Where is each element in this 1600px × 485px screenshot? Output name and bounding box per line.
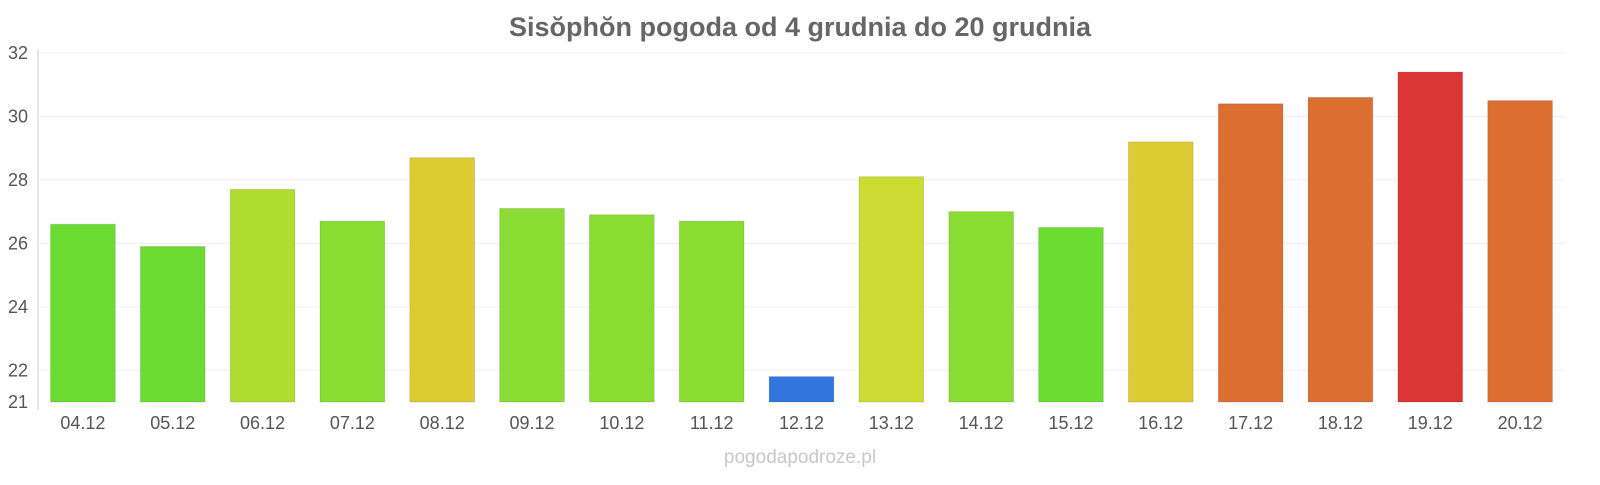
y-tick-label: 32 — [8, 43, 28, 63]
bar-19.12[interactable] — [1397, 71, 1464, 403]
bar-06.12[interactable] — [229, 188, 296, 403]
x-tick-label: 05.12 — [150, 413, 195, 433]
bar-14.12[interactable] — [948, 211, 1014, 403]
y-axis-ticks: 21 22 24 26 28 30 32 — [8, 43, 28, 412]
x-axis-ticks: 04.12 05.12 06.12 07.12 08.12 09.12 10.12 11.12… — [60, 413, 1542, 433]
x-tick-label: 11.12 — [690, 413, 734, 433]
x-tick-label: 14.12 — [959, 413, 1004, 433]
y-tick-label: 26 — [8, 233, 28, 253]
bar-08.12[interactable] — [409, 157, 476, 403]
x-tick-label: 08.12 — [420, 413, 465, 433]
bar-09.12[interactable] — [499, 207, 565, 403]
bar-11.12[interactable] — [678, 220, 745, 403]
x-tick-label: 18.12 — [1318, 413, 1363, 433]
y-tick-label: 30 — [8, 106, 28, 126]
x-tick-label: 06.12 — [240, 413, 285, 433]
x-tick-label: 04.12 — [60, 413, 105, 433]
x-tick-label: 16.12 — [1138, 413, 1183, 433]
x-tick-label: 15.12 — [1048, 413, 1093, 433]
watermark: pogodapodroze.pl — [724, 447, 876, 468]
bar-13.12[interactable] — [858, 176, 925, 403]
y-tick-label: 22 — [8, 360, 28, 380]
x-tick-label: 07.12 — [330, 413, 375, 433]
bar-17.12[interactable] — [1217, 103, 1284, 403]
x-tick-label: 10.12 — [599, 413, 644, 433]
x-tick-label: 13.12 — [869, 413, 914, 433]
bars — [50, 71, 1553, 403]
bar-16.12[interactable] — [1127, 141, 1194, 403]
y-tick-label: 24 — [8, 297, 28, 317]
x-tick-label: 17.12 — [1228, 413, 1273, 433]
bar-18.12[interactable] — [1307, 96, 1374, 403]
x-tick-label: 12.12 — [779, 413, 824, 433]
chart-title: Sisŏphŏn pogoda od 4 grudnia do 20 grudn… — [509, 12, 1092, 42]
bar-05.12[interactable] — [139, 246, 206, 403]
bar-10.12[interactable] — [589, 214, 655, 403]
bar-07.12[interactable] — [319, 220, 386, 403]
bar-20.12[interactable] — [1487, 100, 1553, 403]
bar-12.12[interactable] — [768, 376, 835, 403]
x-tick-label: 20.12 — [1498, 413, 1543, 433]
x-tick-label: 09.12 — [510, 413, 555, 433]
y-tick-label: 28 — [8, 170, 28, 190]
bar-04.12[interactable] — [50, 223, 116, 403]
bar-15.12[interactable] — [1038, 227, 1104, 403]
y-tick-label: 21 — [8, 392, 28, 412]
x-tick-label: 19.12 — [1408, 413, 1453, 433]
